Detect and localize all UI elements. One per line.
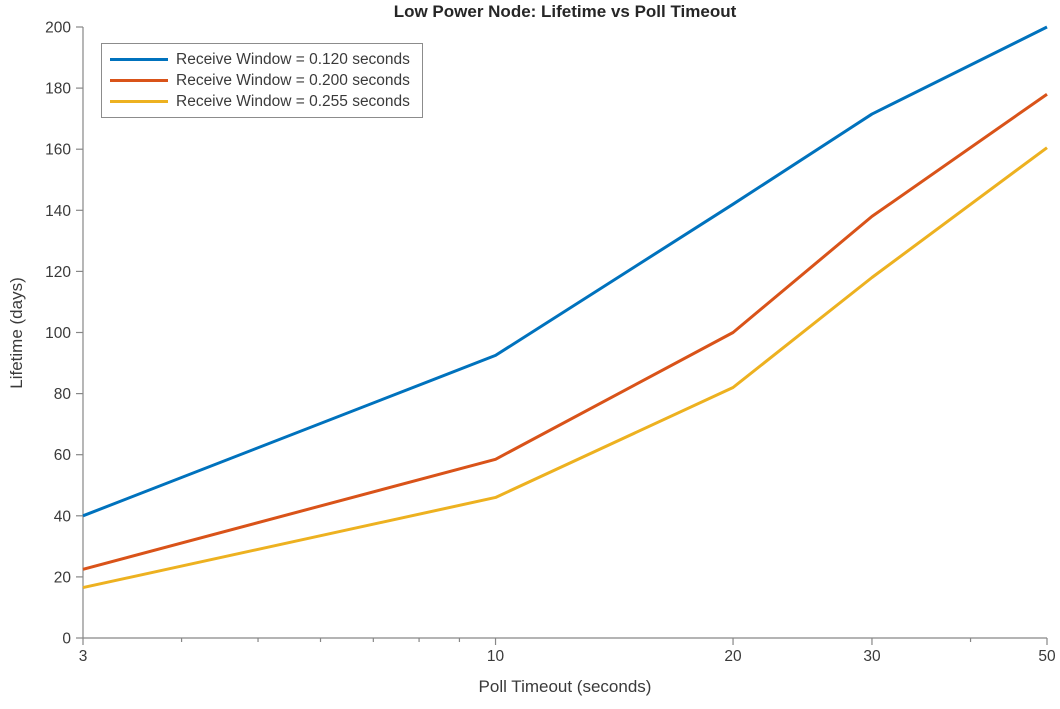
y-tick-label: 140	[45, 203, 71, 220]
axis-lines	[82, 27, 1047, 639]
x-tick-label: 3	[79, 648, 88, 665]
y-tick-label: 80	[54, 386, 72, 403]
legend-line-swatch-orange	[110, 79, 168, 82]
x-tick-label: 30	[863, 648, 881, 665]
y-tick-label: 40	[54, 508, 72, 525]
y-tick-label: 100	[45, 325, 71, 342]
legend-label: Receive Window = 0.120 seconds	[176, 50, 410, 68]
legend-label: Receive Window = 0.200 seconds	[176, 71, 410, 89]
series-line-1	[82, 92, 1048, 571]
y-axis-label: Lifetime (days)	[7, 277, 26, 389]
y-tick-label: 160	[45, 142, 71, 159]
chart-title: Low Power Node: Lifetime vs Poll Timeout	[393, 2, 737, 21]
x-tick-label: 20	[724, 648, 742, 665]
y-tick-label: 0	[62, 631, 71, 648]
series-line-0	[82, 25, 1048, 518]
y-tick-label: 180	[45, 81, 71, 98]
y-tick-label: 120	[45, 264, 71, 281]
legend-item: Receive Window = 0.200 seconds	[110, 70, 410, 91]
y-tick-label: 60	[54, 447, 72, 464]
y-tick-label: 200	[45, 20, 71, 37]
legend-line-swatch-blue	[110, 58, 168, 61]
legend-item: Receive Window = 0.120 seconds	[110, 49, 410, 70]
x-axis-label: Poll Timeout (seconds)	[478, 677, 652, 696]
x-tick-label: 50	[1038, 648, 1056, 665]
series-line-2	[82, 146, 1048, 590]
legend-item: Receive Window = 0.255 seconds	[110, 91, 410, 112]
legend-box: Receive Window = 0.120 seconds Receive W…	[101, 43, 423, 118]
legend-label: Receive Window = 0.255 seconds	[176, 92, 410, 110]
legend-line-swatch-yellow	[110, 100, 168, 103]
y-tick-label: 20	[54, 569, 72, 586]
x-tick-label: 10	[487, 648, 505, 665]
